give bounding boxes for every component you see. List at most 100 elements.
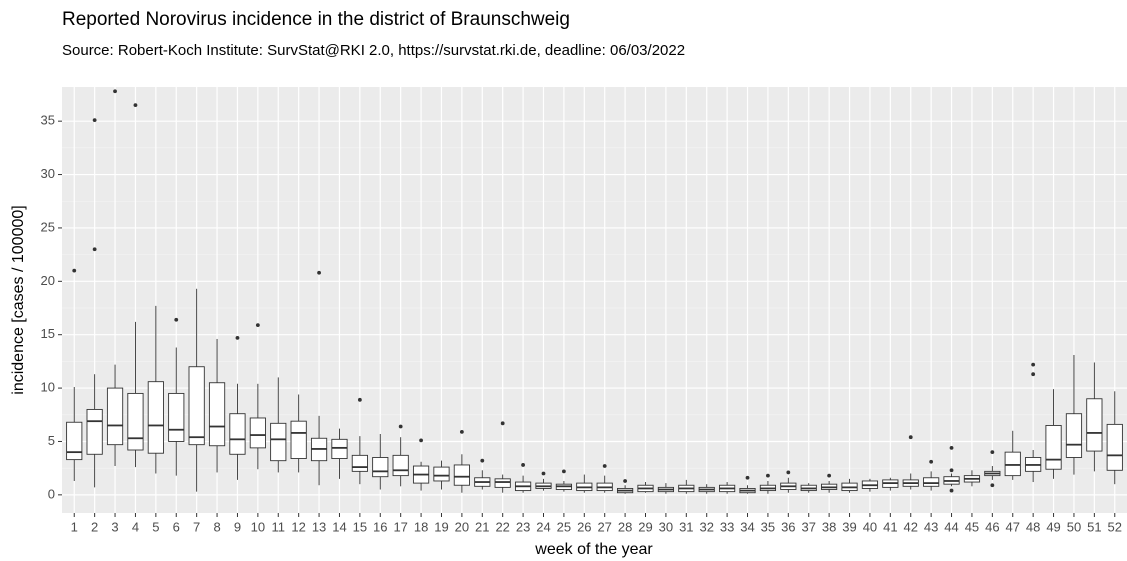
- y-tick-label: 10: [41, 380, 55, 395]
- x-tick-label: 2: [91, 519, 98, 534]
- box: [1106, 423, 1123, 471]
- x-tick-label: 43: [924, 519, 938, 534]
- outlier: [745, 475, 750, 480]
- box: [923, 477, 940, 487]
- outlier: [521, 463, 525, 467]
- x-tick-label: 36: [781, 519, 795, 534]
- box: [168, 392, 185, 442]
- x-tick-label: 21: [475, 519, 489, 534]
- x-tick-label: 50: [1067, 519, 1081, 534]
- box: [494, 478, 511, 488]
- outlier: [113, 89, 117, 94]
- outlier: [459, 429, 464, 434]
- x-tick-label: 44: [944, 519, 958, 534]
- x-tick-label: 23: [516, 519, 530, 534]
- x-tick-label: 4: [132, 519, 139, 534]
- x-tick-label: 30: [659, 519, 673, 534]
- x-tick-label: 9: [234, 519, 241, 534]
- box: [1045, 425, 1062, 470]
- x-tick-label: 40: [863, 519, 877, 534]
- x-tick-label: 17: [393, 519, 407, 534]
- x-tick-label: 10: [251, 519, 265, 534]
- x-tick-label: 34: [740, 519, 754, 534]
- box: [270, 422, 287, 462]
- outlier: [235, 336, 240, 340]
- box: [351, 454, 368, 472]
- x-tick-label: 18: [414, 519, 428, 534]
- outlier: [908, 435, 913, 440]
- y-tick-label: 30: [41, 166, 55, 181]
- y-tick-label: 5: [48, 433, 55, 448]
- box: [433, 466, 450, 482]
- box: [127, 392, 144, 451]
- outlier: [827, 473, 832, 478]
- box: [1086, 398, 1103, 452]
- x-tick-label: 35: [761, 519, 775, 534]
- y-tick-label: 0: [48, 486, 55, 501]
- box: [188, 366, 205, 446]
- box: [331, 438, 348, 459]
- x-tick-label: 7: [193, 519, 200, 534]
- panel: [62, 87, 1127, 513]
- box: [1004, 451, 1021, 477]
- x-tick-label: 1: [71, 519, 78, 534]
- x-tick-label: 11: [272, 519, 286, 534]
- box: [208, 382, 226, 447]
- box: [453, 464, 470, 486]
- x-tick-label: 29: [638, 519, 652, 534]
- x-tick-label: 12: [291, 519, 305, 534]
- box: [106, 387, 124, 446]
- x-tick-label: 8: [213, 519, 220, 534]
- x-tick-label: 41: [883, 519, 897, 534]
- outlier: [561, 469, 566, 474]
- outlier: [1031, 372, 1036, 377]
- box: [229, 413, 246, 455]
- box: [86, 408, 103, 455]
- chart-subtitle: Source: Robert-Koch Institute: SurvStat@…: [62, 42, 685, 59]
- outlier: [786, 470, 791, 475]
- outlier: [623, 479, 628, 483]
- x-tick-label: 45: [965, 519, 979, 534]
- x-tick-label: 37: [801, 519, 815, 534]
- x-tick-label: 24: [536, 519, 550, 534]
- x-tick-label: 14: [332, 519, 346, 534]
- x-tick-label: 42: [904, 519, 918, 534]
- box: [290, 420, 307, 459]
- x-tick-label: 25: [557, 519, 571, 534]
- x-tick-label: 48: [1026, 519, 1040, 534]
- box: [392, 454, 409, 477]
- x-axis-title: week of the year: [534, 541, 653, 558]
- outlier: [949, 488, 954, 493]
- y-axis-title: incidence [cases / 100000]: [10, 205, 27, 394]
- outlier: [92, 118, 97, 122]
- x-tick-label: 32: [699, 519, 713, 534]
- x-tick-label: 13: [312, 519, 326, 534]
- outlier: [92, 247, 97, 252]
- x-tick-label: 16: [373, 519, 387, 534]
- box: [249, 417, 266, 449]
- outlier: [990, 450, 995, 455]
- outlier: [72, 268, 77, 273]
- x-tick-label: 19: [434, 519, 448, 534]
- outlier: [602, 464, 607, 468]
- outlier: [949, 445, 954, 450]
- x-tick-label: 39: [842, 519, 856, 534]
- y-tick-label: 20: [41, 273, 55, 288]
- x-tick-label: 28: [618, 519, 632, 534]
- x-tick-label: 47: [1006, 519, 1020, 534]
- x-tick-label: 6: [173, 519, 180, 534]
- box: [147, 381, 164, 454]
- x-tick-label: 20: [455, 519, 469, 534]
- x-tick-label: 38: [822, 519, 836, 534]
- box: [372, 457, 389, 478]
- outlier: [929, 459, 934, 464]
- x-tick-label: 22: [495, 519, 509, 534]
- x-tick-label: 27: [597, 519, 611, 534]
- box: [1065, 413, 1083, 458]
- x-tick-label: 46: [985, 519, 999, 534]
- outlier: [174, 317, 179, 322]
- x-tick-label: 15: [353, 519, 367, 534]
- x-tick-label: 52: [1108, 519, 1122, 534]
- y-tick-label: 15: [41, 326, 55, 341]
